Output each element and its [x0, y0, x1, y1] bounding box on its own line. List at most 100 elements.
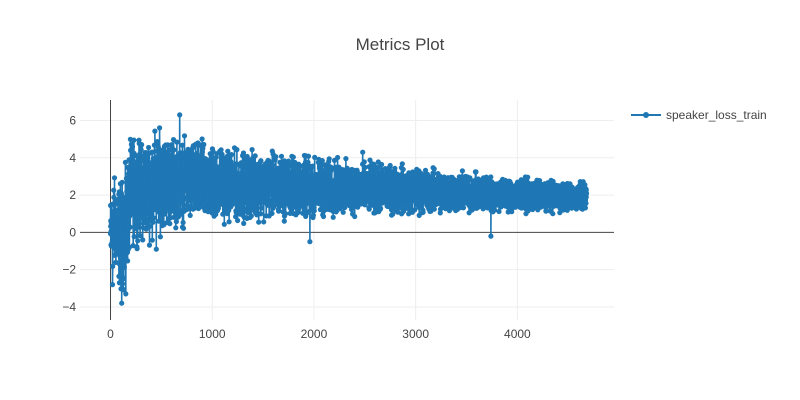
data-point — [146, 144, 152, 151]
data-point — [496, 208, 502, 215]
y-tick-label: −4 — [62, 300, 76, 314]
data-point — [459, 168, 465, 174]
data-point — [187, 212, 193, 218]
data-point — [124, 235, 130, 241]
data-point — [310, 163, 316, 169]
legend-marker-icon — [643, 112, 649, 118]
data-point — [218, 147, 224, 153]
data-point — [253, 207, 260, 214]
data-point — [261, 219, 267, 225]
data-point — [225, 148, 231, 154]
data-point — [168, 195, 174, 201]
data-point — [123, 291, 129, 297]
x-tick-label: 4000 — [504, 327, 531, 341]
data-point — [311, 208, 317, 214]
x-tick-label: 2000 — [301, 327, 328, 341]
data-point — [154, 139, 160, 145]
data-point — [131, 234, 137, 240]
data-point — [174, 139, 180, 145]
data-point — [319, 158, 325, 164]
data-point — [120, 287, 126, 293]
data-point — [235, 217, 241, 224]
data-point — [180, 225, 187, 231]
data-point — [221, 221, 227, 227]
data-point — [431, 166, 437, 172]
data-point — [178, 196, 184, 202]
data-point — [228, 159, 234, 165]
data-point — [249, 147, 255, 153]
data-point — [258, 158, 264, 164]
data-point — [211, 158, 217, 164]
data-point — [167, 221, 173, 227]
data-point — [156, 218, 162, 224]
data-point — [343, 156, 349, 162]
data-point — [138, 211, 144, 217]
data-point — [400, 166, 406, 172]
data-point — [152, 128, 158, 134]
data-point — [387, 162, 393, 169]
y-tick-label: 4 — [69, 151, 76, 165]
data-point — [149, 149, 155, 155]
data-point — [307, 239, 313, 245]
data-point — [120, 281, 126, 287]
data-point — [111, 175, 118, 181]
data-point — [171, 147, 177, 153]
data-point — [583, 190, 590, 196]
data-point — [137, 151, 143, 157]
data-point — [112, 201, 119, 207]
data-point — [488, 174, 494, 180]
data-point — [201, 141, 207, 148]
data-point — [154, 199, 160, 205]
data-point — [276, 208, 282, 214]
data-point — [305, 153, 312, 159]
data-point — [273, 154, 279, 160]
data-point — [431, 206, 437, 212]
data-point — [115, 196, 121, 202]
data-point — [121, 276, 127, 282]
data-point — [378, 205, 384, 211]
series-layer — [107, 112, 590, 306]
y-tick-label: −2 — [62, 263, 76, 277]
data-point — [219, 151, 225, 157]
data-point — [460, 205, 467, 211]
x-tick-label: 0 — [107, 327, 114, 341]
data-point — [129, 144, 136, 150]
data-point — [488, 233, 494, 239]
data-point — [286, 161, 292, 167]
data-point — [241, 220, 247, 226]
data-point — [134, 162, 140, 168]
data-point — [281, 218, 287, 224]
data-point — [153, 246, 159, 252]
data-point — [119, 300, 125, 306]
data-point — [180, 219, 186, 226]
data-point — [131, 137, 137, 143]
data-point — [161, 211, 168, 217]
data-point — [122, 159, 128, 165]
data-point — [335, 154, 341, 161]
data-point — [134, 246, 140, 252]
series-markers — [107, 112, 590, 306]
data-point — [525, 174, 531, 180]
data-point — [119, 179, 125, 185]
data-point — [278, 153, 285, 159]
chart-title: Metrics Plot — [356, 35, 445, 54]
data-point — [157, 125, 163, 131]
data-point — [259, 205, 265, 211]
data-point — [123, 240, 129, 246]
data-point — [177, 112, 183, 118]
data-point — [136, 186, 142, 192]
data-point — [146, 242, 153, 248]
x-tick-label: 1000 — [199, 327, 226, 341]
data-point — [166, 152, 172, 158]
data-point — [326, 156, 332, 162]
data-point — [127, 224, 133, 230]
data-point — [173, 219, 179, 225]
data-point — [258, 211, 264, 217]
data-point — [228, 152, 235, 158]
y-tick-label: 0 — [69, 225, 76, 239]
data-point — [283, 211, 289, 217]
data-point — [181, 160, 187, 166]
data-point — [220, 211, 226, 217]
y-tick-label: 6 — [69, 114, 76, 128]
